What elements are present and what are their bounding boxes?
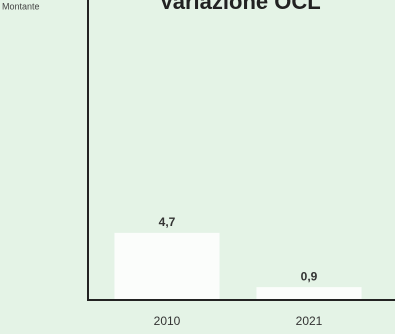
bar bbox=[256, 287, 362, 300]
value-label: 4,7 bbox=[159, 215, 176, 229]
x-tick-label: 2021 bbox=[296, 314, 323, 328]
y-axis-label: Montante bbox=[2, 1, 40, 11]
value-label: 0,9 bbox=[301, 269, 318, 283]
chart-title: Variazione OCL bbox=[159, 0, 320, 14]
bar bbox=[114, 232, 220, 300]
x-tick-label: 2010 bbox=[154, 314, 181, 328]
